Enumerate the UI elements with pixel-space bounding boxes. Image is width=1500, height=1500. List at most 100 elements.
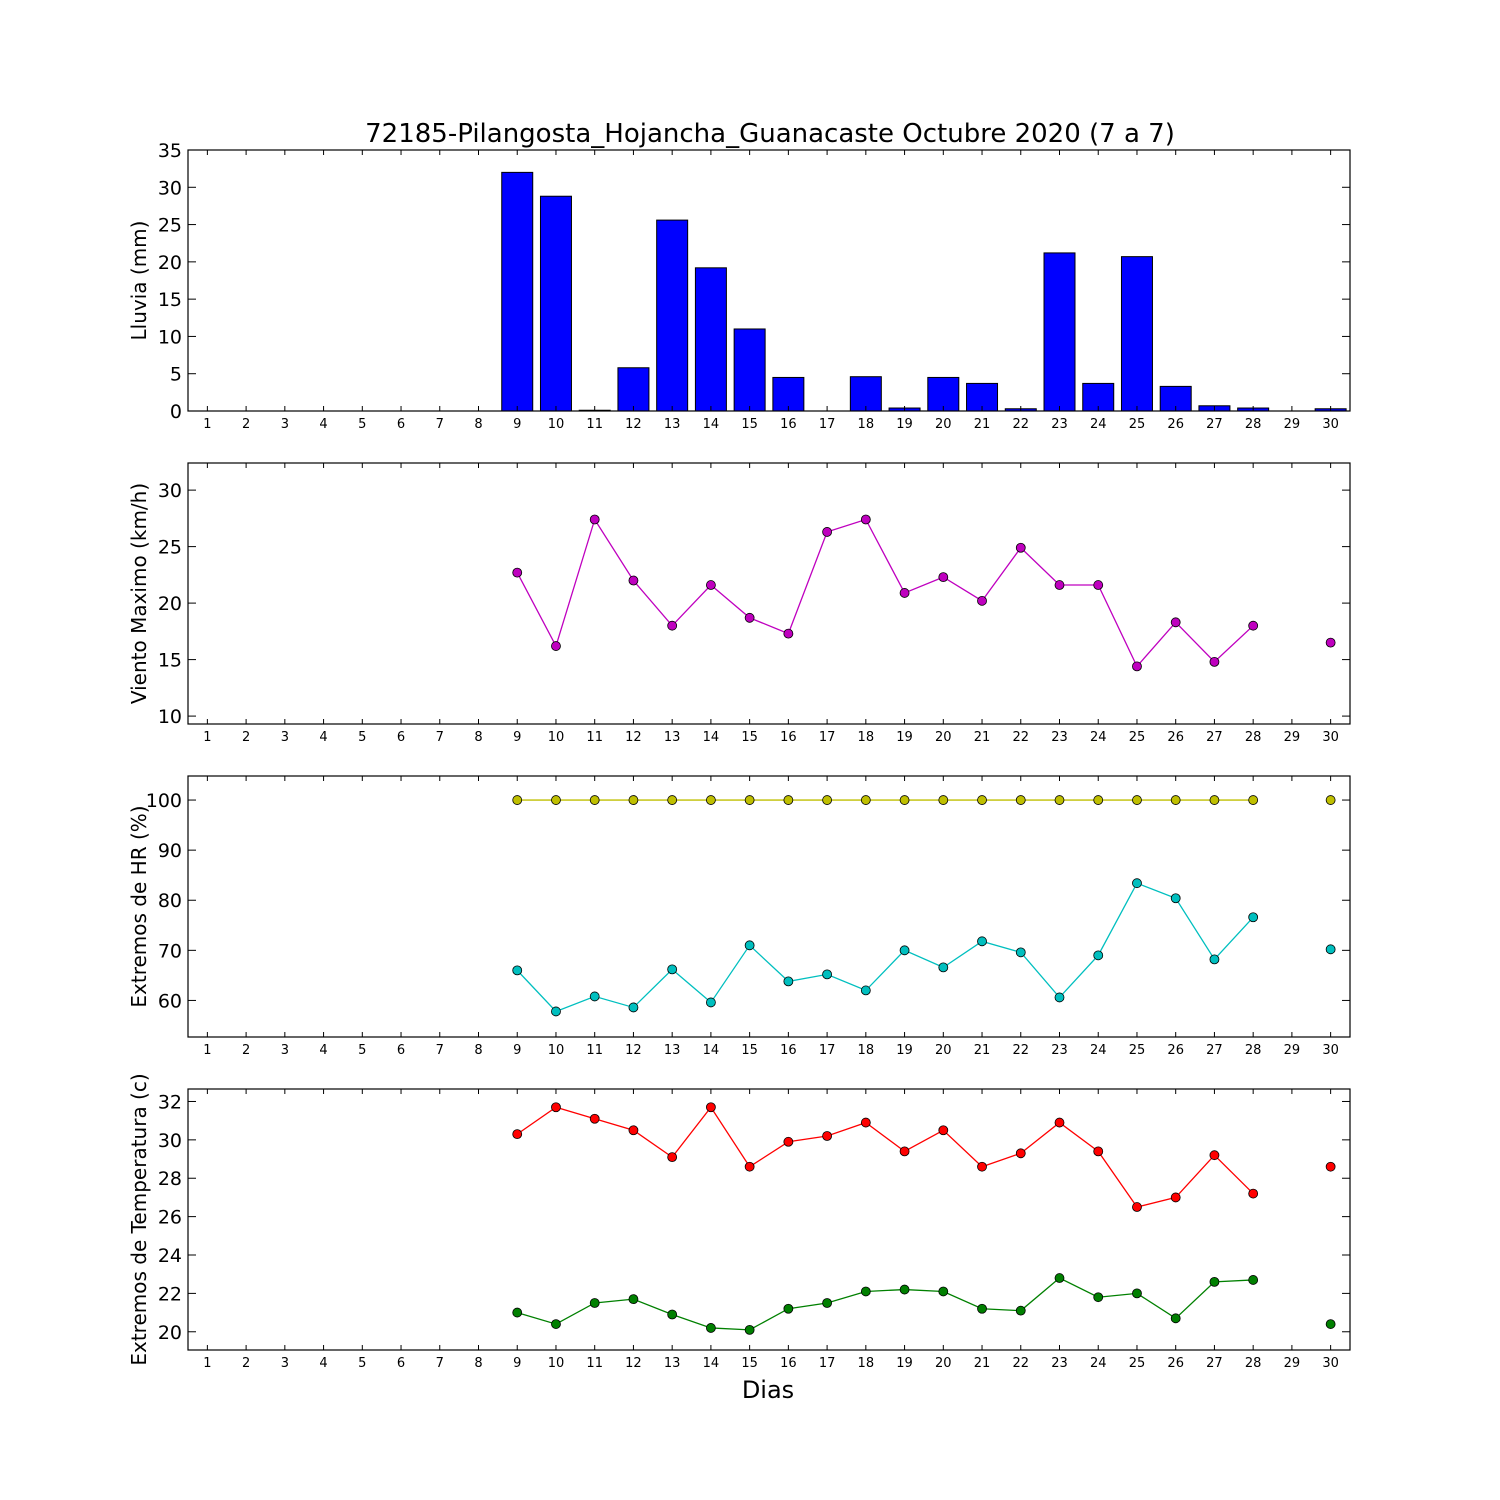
x-tick-label: 7 — [436, 730, 444, 745]
series-1-point-day-30 — [1325, 1161, 1336, 1172]
y-tick-label: 5 — [170, 364, 182, 386]
y-tick-label: 20 — [158, 1322, 182, 1344]
x-tick-label: 4 — [319, 1356, 327, 1371]
series-2-point-day-26 — [1170, 1313, 1181, 1324]
series-1-point-day-14 — [706, 580, 716, 590]
x-tick-label: 17 — [819, 1356, 836, 1371]
series-1-point-day-22 — [1015, 1148, 1026, 1159]
series-1-point-day-19 — [899, 795, 910, 805]
series-1-point-day-28 — [1248, 795, 1259, 805]
bar-day-25 — [1120, 256, 1153, 412]
series-2-point-day-16 — [783, 976, 794, 987]
series-2-point-day-9 — [512, 1307, 523, 1318]
x-tick-label: 30 — [1322, 1356, 1339, 1371]
x-tick-label: 7 — [436, 417, 444, 432]
series-2-point-day-22 — [1015, 947, 1026, 958]
x-tick-label: 12 — [625, 1043, 642, 1058]
bar-day-15 — [733, 328, 766, 412]
x-tick-label: 7 — [436, 1043, 444, 1058]
x-tick-label: 21 — [974, 1356, 991, 1371]
x-tick-label: 22 — [1012, 417, 1029, 432]
x-tick-label: 4 — [319, 730, 327, 745]
x-tick-label: 27 — [1206, 730, 1223, 745]
series-1-point-day-28 — [1248, 620, 1259, 631]
series-2-point-day-28 — [1248, 912, 1259, 923]
x-tick-label: 20 — [935, 730, 952, 745]
series-1-point-day-27 — [1209, 795, 1220, 805]
series-1-point-day-10 — [551, 641, 561, 651]
y-tick-label: 24 — [158, 1245, 182, 1267]
series-1-point-day-22 — [1015, 795, 1026, 805]
series-2-point-day-20 — [938, 962, 949, 973]
x-tick-label: 28 — [1245, 1356, 1262, 1371]
x-tick-label: 30 — [1322, 730, 1339, 745]
series-2-point-day-25 — [1132, 1288, 1142, 1299]
x-tick-label: 12 — [625, 417, 642, 432]
x-tick-label: 27 — [1206, 1043, 1223, 1058]
series-1-point-day-15 — [744, 795, 755, 805]
series-2-point-day-14 — [706, 997, 716, 1008]
series-2-point-day-12 — [628, 1294, 639, 1305]
x-tick-label: 3 — [281, 730, 289, 745]
x-tick-label: 21 — [974, 1043, 991, 1058]
bar-day-20 — [927, 376, 960, 412]
y-axis-label: Extremos de HR (%) — [127, 805, 151, 1007]
series-1-point-day-9 — [512, 567, 523, 578]
series-2-point-day-11 — [589, 1298, 600, 1308]
x-tick-label: 1 — [203, 1043, 211, 1058]
bar-day-9 — [501, 171, 534, 412]
y-tick-label: 22 — [158, 1283, 182, 1305]
y-tick-label: 10 — [158, 706, 182, 728]
plot-frame — [187, 149, 1351, 412]
x-tick-label: 9 — [513, 730, 521, 745]
series-2-point-day-15 — [744, 1324, 755, 1335]
x-tick-label: 29 — [1284, 1356, 1301, 1371]
chart-title: 72185-Pilangosta_Hojancha_Guanacaste Oct… — [365, 119, 1175, 149]
series-1-point-day-24 — [1093, 1146, 1104, 1157]
series-1-point-day-30 — [1325, 795, 1336, 805]
series-1-point-day-16 — [783, 1136, 794, 1147]
x-tick-label: 9 — [513, 1356, 521, 1371]
x-tick-label: 24 — [1090, 417, 1107, 432]
x-tick-label: 10 — [548, 1356, 565, 1371]
series-2-point-day-25 — [1132, 878, 1142, 889]
x-tick-label: 12 — [625, 1356, 642, 1371]
y-tick-label: 26 — [158, 1207, 182, 1229]
series-1-point-day-21 — [977, 1161, 987, 1172]
x-tick-label: 24 — [1090, 1043, 1107, 1058]
series-1-point-day-15 — [744, 612, 755, 623]
series-1-point-day-11 — [589, 514, 600, 525]
y-axis-label: Lluvia (mm) — [127, 221, 151, 341]
x-tick-label: 2 — [242, 1043, 250, 1058]
x-tick-label: 28 — [1245, 1043, 1262, 1058]
series-2-point-day-23 — [1054, 1273, 1065, 1283]
series-1-point-day-10 — [551, 795, 561, 805]
y-tick-label: 80 — [158, 890, 182, 912]
x-tick-label: 5 — [358, 1043, 366, 1058]
series-1-point-day-18 — [860, 795, 871, 805]
x-tick-label: 20 — [935, 417, 952, 432]
x-tick-label: 2 — [242, 1356, 250, 1371]
x-tick-label: 8 — [474, 417, 482, 432]
x-tick-label: 26 — [1167, 730, 1184, 745]
x-tick-label: 28 — [1245, 417, 1262, 432]
series-2-point-day-17 — [822, 969, 832, 980]
series-1-point-day-12 — [628, 795, 639, 805]
x-tick-label: 14 — [703, 730, 720, 745]
series-1-point-day-10 — [551, 1102, 561, 1113]
x-tick-label: 25 — [1129, 1043, 1146, 1058]
series-2-point-day-13 — [667, 964, 678, 975]
series-1-point-day-23 — [1054, 580, 1065, 590]
bar-day-23 — [1043, 252, 1076, 412]
x-tick-label: 30 — [1322, 1043, 1339, 1058]
panel-1: 1 2 3 4 5 6 7 8 9 10 11 12 13 14 15 16 17 18 19 20 21 22 23 24 2… — [127, 140, 1351, 432]
series-2-point-day-21 — [977, 1303, 987, 1314]
series-1-point-day-30 — [1325, 637, 1336, 648]
x-tick-label: 8 — [474, 730, 482, 745]
x-tick-label: 11 — [586, 417, 603, 432]
x-tick-label: 17 — [819, 730, 836, 745]
x-tick-label: 4 — [319, 417, 327, 432]
x-tick-label: 25 — [1129, 1356, 1146, 1371]
series-2-point-day-30 — [1325, 1319, 1336, 1329]
series-1-point-day-26 — [1170, 795, 1181, 805]
